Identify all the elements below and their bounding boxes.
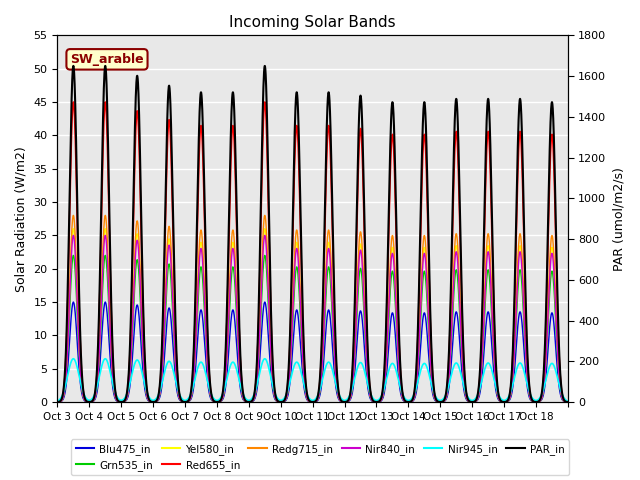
Title: Incoming Solar Bands: Incoming Solar Bands <box>229 15 396 30</box>
Legend: Blu475_in, Grn535_in, Yel580_in, Red655_in, Redg715_in, Nir840_in, Nir945_in, PA: Blu475_in, Grn535_in, Yel580_in, Red655_… <box>72 439 568 475</box>
Y-axis label: Solar Radiation (W/m2): Solar Radiation (W/m2) <box>15 146 28 291</box>
Text: SW_arable: SW_arable <box>70 53 144 66</box>
Y-axis label: PAR (umol/m2/s): PAR (umol/m2/s) <box>612 167 625 271</box>
